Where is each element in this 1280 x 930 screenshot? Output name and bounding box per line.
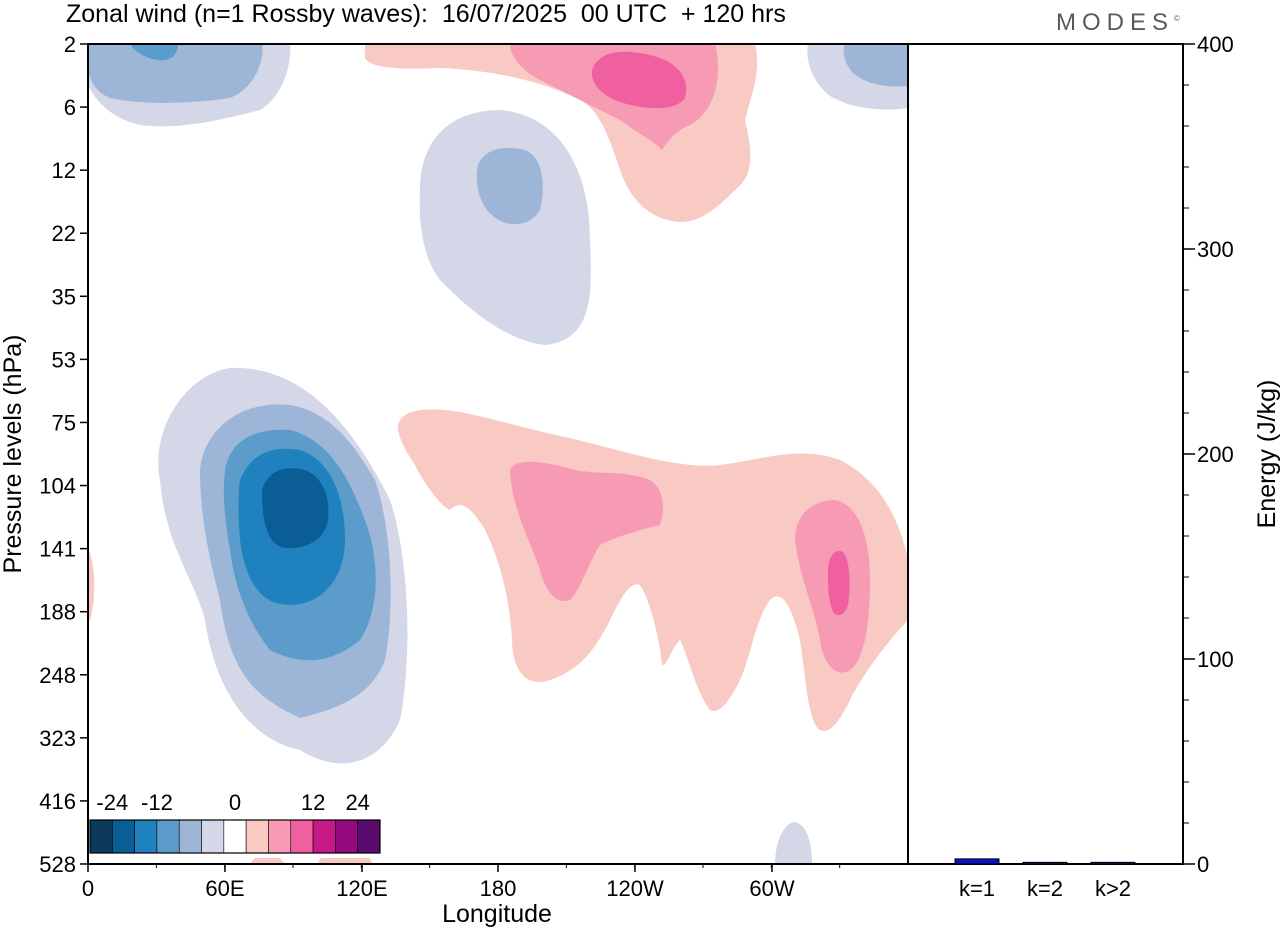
energy-bars: k=1 k=2 k>2 [954, 858, 1136, 901]
x-axis: 0 60E 120E 180 120W 60W [82, 864, 841, 901]
colorbar-swatch-3 [156, 819, 180, 854]
energy-axis-label: Energy (J/kg) [1253, 380, 1280, 529]
contour-field [88, 44, 908, 864]
x-tick-label-2: 120E [336, 876, 387, 901]
colorbar-label-0: -24 [96, 790, 128, 815]
y-tick-label-8: 141 [39, 537, 76, 562]
energy-tick-label-4: 400 [1197, 32, 1234, 57]
bar-panel-frame [907, 43, 1184, 865]
y-tick-label-11: 323 [39, 726, 76, 751]
y-tick-label-12: 416 [39, 789, 76, 814]
brand-text: MODES [1056, 9, 1175, 36]
y-tick-label-5: 53 [52, 347, 76, 372]
colorbar: -24 -12 0 12 24 [88, 786, 383, 858]
y-tick-label-4: 35 [52, 284, 76, 309]
negative-anomaly-upper-center [419, 110, 591, 345]
energy-bar-label-1: k=2 [1027, 876, 1063, 901]
y-tick-label-3: 22 [52, 221, 76, 246]
negative-anomaly-top-left-core [130, 44, 178, 61]
y-tick-label-0: 2 [64, 32, 76, 57]
positive-anomaly-mid-band-left [510, 461, 663, 601]
colorbar-swatch-6 [223, 819, 247, 854]
x-tick-label-0: 0 [82, 876, 94, 901]
positive-anomaly-top-center-core [591, 51, 687, 109]
x-axis-label: Longitude [442, 900, 552, 928]
y-tick-label-1: 6 [64, 95, 76, 120]
colorbar-swatch-5 [201, 819, 225, 854]
y-axis-label: Pressure levels (hPa) [0, 335, 27, 574]
energy-tick-label-1: 100 [1197, 647, 1234, 672]
y-tick-label-10: 248 [39, 663, 76, 688]
y-tick-label-6: 75 [52, 410, 76, 435]
x-tick-label-1: 60E [205, 876, 244, 901]
positive-anomaly-left-edge [88, 548, 95, 620]
y-axis: 2 6 12 22 35 53 75 104 141 188 248 323 416 528 [39, 32, 88, 877]
colorbar-swatch-2 [134, 819, 158, 854]
colorbar-label-4: 24 [345, 790, 369, 815]
y-tick-label-2: 12 [52, 158, 76, 183]
energy-axis: 0 100 200 300 400 [1183, 32, 1234, 877]
colorbar-swatch-4 [178, 819, 202, 854]
negative-anomaly-upper-center-core [476, 147, 543, 225]
colorbar-swatch-0 [89, 819, 113, 854]
contour-main-l5 [262, 468, 329, 549]
colorbar-swatch-8 [268, 819, 292, 854]
colorbar-label-2: 0 [229, 790, 241, 815]
y-tick-label-7: 104 [39, 474, 76, 499]
brand-logo: MODES© [1056, 9, 1180, 37]
energy-tick-label-0: 0 [1197, 852, 1209, 877]
x-tick-label-3: 180 [480, 876, 517, 901]
energy-tick-label-2: 200 [1197, 442, 1234, 467]
energy-bar-label-0: k=1 [959, 876, 995, 901]
colorbar-swatch-1 [112, 819, 135, 854]
colorbar-swatch-10 [312, 819, 336, 854]
colorbar-swatch-7 [245, 819, 269, 854]
energy-bar-1 [1022, 861, 1068, 865]
colorbar-swatch-12 [357, 819, 381, 854]
x-tick-label-5: 60W [749, 876, 794, 901]
colorbar-label-1: -12 [141, 790, 173, 815]
energy-bar-2 [1090, 861, 1136, 865]
negative-anomaly-main [158, 367, 408, 764]
y-tick-label-9: 188 [39, 600, 76, 625]
negative-anomaly-top-right-core [843, 44, 908, 87]
negative-anomaly-bottom [775, 822, 812, 864]
brand-mark: © [1174, 14, 1180, 23]
energy-bar-label-2: k>2 [1095, 876, 1131, 901]
colorbar-swatch-11 [335, 819, 358, 854]
negative-anomaly-top-left-inner [88, 44, 263, 103]
y-tick-label-13: 528 [39, 852, 76, 877]
colorbar-frame [89, 819, 381, 854]
colorbar-label-3: 12 [301, 790, 325, 815]
positive-anomaly-mid-band-right-core [828, 550, 850, 616]
chart-title: Zonal wind (n=1 Rossby waves): 16/07/202… [66, 0, 786, 28]
energy-tick-label-3: 300 [1197, 237, 1234, 262]
x-tick-label-4: 120W [606, 876, 664, 901]
energy-bar-0 [954, 858, 1000, 865]
colorbar-swatch-9 [290, 819, 314, 854]
